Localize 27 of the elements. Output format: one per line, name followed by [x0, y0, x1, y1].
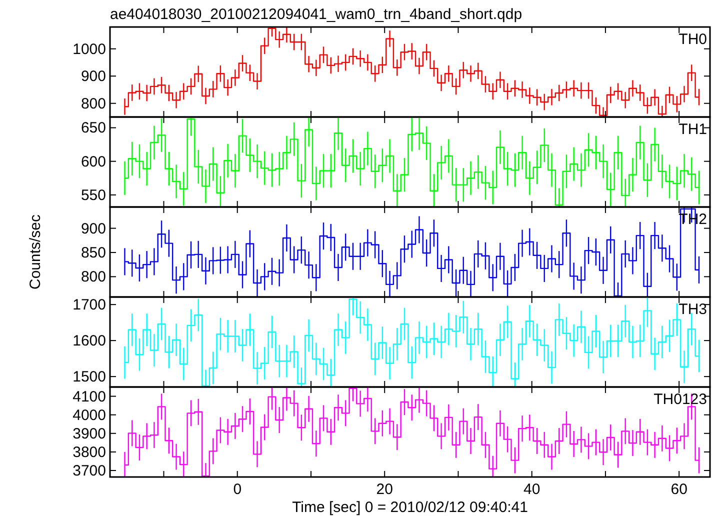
y-tick-label: 3900 — [72, 425, 106, 442]
y-tick-label: 550 — [80, 186, 106, 204]
y-tick-label: 800 — [80, 95, 106, 112]
y-tick-label: 1000 — [72, 40, 106, 58]
chart-title: ae404018030_20100212094041_wam0_trn_4band_short.qdp — [110, 6, 522, 23]
x-tick-label: 40 — [523, 481, 540, 498]
y-tick-label: 800 — [80, 268, 106, 286]
y-tick-label: 4000 — [72, 406, 106, 424]
y-tick-label: 1600 — [72, 332, 106, 350]
y-tick-label: 850 — [80, 244, 106, 262]
y-tick-label: 600 — [80, 153, 106, 170]
series-label: TH1 — [678, 121, 707, 138]
x-tick-label: 60 — [670, 481, 688, 498]
y-tick-label: 4100 — [72, 388, 106, 406]
y-tick-label: 1700 — [72, 296, 106, 314]
y-tick-label: 900 — [80, 68, 106, 86]
x-axis-title: Time [sec] 0 = 2010/02/12 09:40:41 — [292, 499, 528, 516]
series-label: TH0 — [678, 31, 707, 48]
y-tick-label: 900 — [80, 220, 106, 238]
x-tick-label: 20 — [376, 481, 393, 498]
x-tick-label: 0 — [233, 481, 242, 498]
y-tick-label: 650 — [80, 120, 106, 137]
y-axis-title: Counts/sec — [27, 214, 44, 290]
y-tick-label: 3800 — [72, 444, 106, 461]
series-label: TH3 — [678, 301, 707, 318]
y-tick-label: 3700 — [72, 462, 106, 480]
y-tick-label: 1500 — [72, 368, 106, 386]
